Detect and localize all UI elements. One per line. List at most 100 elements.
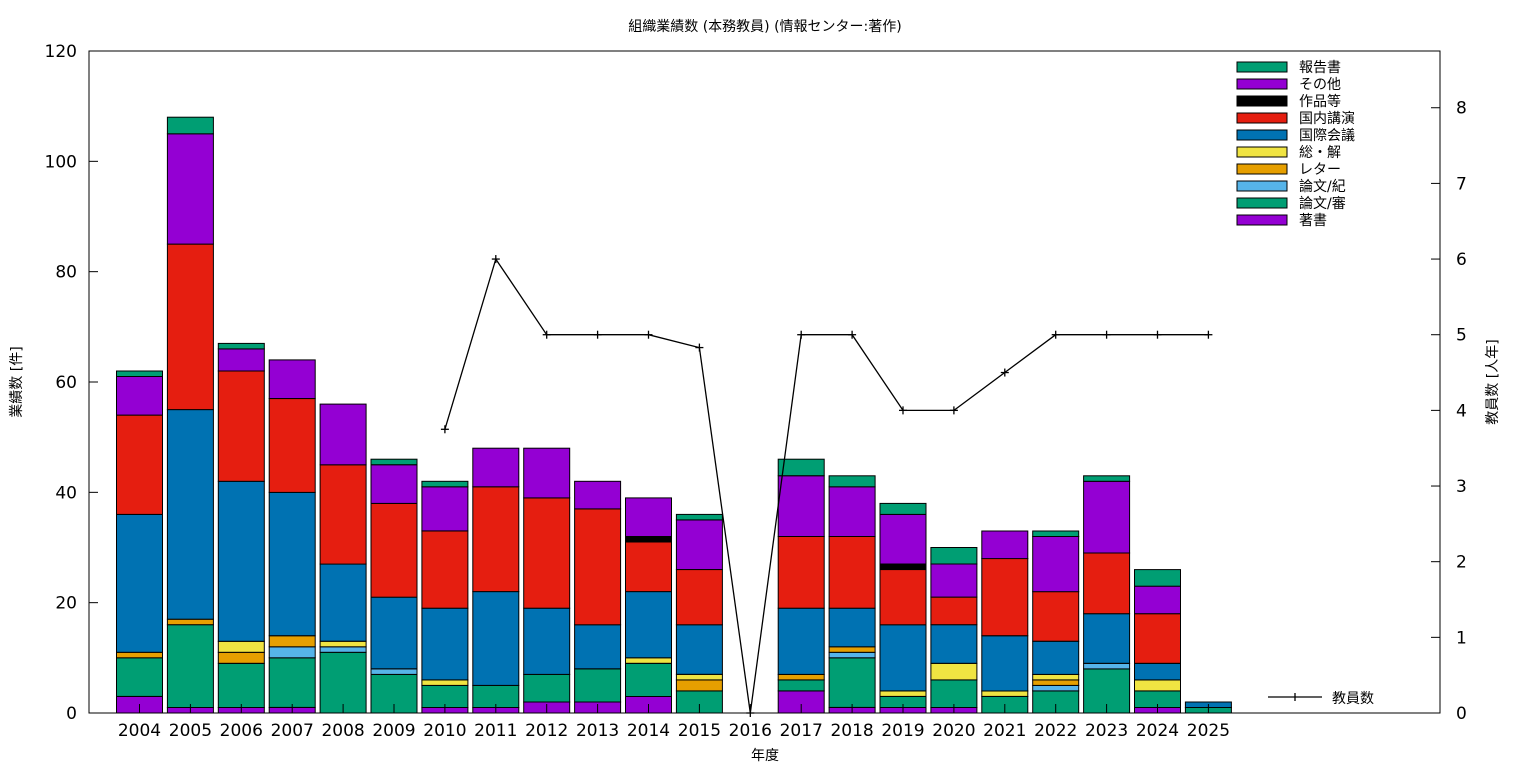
x-tick-label: 2012 bbox=[525, 721, 568, 741]
bar-segment bbox=[1032, 530, 1080, 537]
line-point bbox=[1051, 330, 1060, 339]
bar-segment bbox=[421, 486, 469, 532]
line-point bbox=[1102, 330, 1111, 339]
bar-segment bbox=[370, 596, 418, 670]
bar-segment bbox=[879, 502, 927, 515]
legend-label: 著書 bbox=[1299, 213, 1327, 229]
bar-segment bbox=[319, 403, 367, 466]
x-tick-label: 2014 bbox=[627, 721, 670, 741]
y2-tick-label: 1 bbox=[1456, 628, 1467, 648]
bar-segment bbox=[217, 651, 265, 664]
legend-item: 論文/紀 bbox=[1236, 179, 1346, 195]
legend-item: 国内講演 bbox=[1236, 111, 1355, 127]
x-tick-label: 2015 bbox=[678, 721, 721, 741]
bar-segment bbox=[828, 646, 876, 653]
bar-segment bbox=[879, 690, 927, 697]
bar-segment bbox=[777, 458, 825, 477]
bar-segment bbox=[574, 508, 622, 626]
y-tick-label: 60 bbox=[55, 373, 77, 393]
bar-segment bbox=[1134, 585, 1181, 615]
bar-segment bbox=[268, 646, 316, 659]
bar-segment bbox=[472, 447, 520, 488]
bar-segment bbox=[1083, 475, 1131, 482]
bar-segment bbox=[879, 513, 927, 565]
legend-swatch bbox=[1236, 95, 1288, 107]
bar-segment bbox=[217, 480, 265, 642]
line-point bbox=[695, 343, 704, 352]
bar-segment bbox=[981, 530, 1029, 560]
bar-segment bbox=[625, 541, 672, 593]
bar-segment bbox=[421, 530, 469, 609]
bar-segment bbox=[217, 348, 265, 372]
bar-segment bbox=[930, 596, 978, 626]
bar-segment bbox=[116, 370, 163, 377]
bar-segment bbox=[166, 133, 214, 245]
legend-swatch bbox=[1236, 180, 1288, 192]
line-point bbox=[440, 425, 449, 434]
bar-segment bbox=[421, 607, 469, 681]
x-tick-label: 2010 bbox=[423, 721, 466, 741]
bar-segment bbox=[930, 662, 978, 681]
bar-segment bbox=[828, 607, 876, 648]
legend-label: 国内講演 bbox=[1299, 111, 1355, 127]
bar-segment bbox=[217, 370, 265, 482]
legend-swatch bbox=[1236, 129, 1288, 141]
bar-segment bbox=[319, 464, 367, 565]
bar-segment bbox=[777, 475, 825, 537]
bar-segment bbox=[625, 497, 672, 537]
bar-segment bbox=[217, 342, 265, 350]
bar-segment bbox=[625, 662, 672, 698]
x-tick-label: 2017 bbox=[780, 721, 823, 741]
bar-segment bbox=[879, 563, 927, 570]
bar-segment bbox=[116, 414, 163, 515]
bar-segment bbox=[625, 657, 672, 664]
bar-segment bbox=[370, 668, 418, 675]
legend-label: その他 bbox=[1299, 77, 1341, 93]
y2-tick-label: 2 bbox=[1456, 553, 1467, 573]
bar-segment bbox=[1032, 679, 1080, 686]
bar-segment bbox=[166, 624, 214, 709]
legend-item: 総・解 bbox=[1236, 145, 1341, 161]
legend-item: 著書 bbox=[1236, 213, 1327, 229]
bar-segment bbox=[523, 607, 571, 675]
x-tick-label: 2013 bbox=[576, 721, 619, 741]
bar-segment bbox=[1032, 591, 1080, 642]
bar-segment bbox=[166, 409, 214, 620]
bar-segment bbox=[930, 547, 978, 565]
x-tick-label: 2018 bbox=[830, 721, 873, 741]
legend-item: レター bbox=[1236, 162, 1341, 178]
bar-segment bbox=[930, 563, 978, 598]
y2-tick-label: 6 bbox=[1456, 250, 1467, 270]
legend-item: 国際会議 bbox=[1236, 127, 1355, 144]
bar-segment bbox=[1032, 536, 1080, 593]
bar-segment bbox=[116, 513, 163, 653]
bar-segment bbox=[268, 359, 316, 399]
x-tick-label: 2005 bbox=[169, 721, 212, 741]
bar-segment bbox=[116, 657, 163, 697]
x-tick-label: 2006 bbox=[220, 721, 263, 741]
y-axis-label: 業績数 [件] bbox=[9, 346, 25, 417]
bar-segment bbox=[675, 624, 723, 675]
legend-label: 教員数 bbox=[1332, 691, 1374, 707]
bar-segment bbox=[981, 558, 1029, 637]
bar-segment bbox=[116, 651, 163, 659]
bar-segment bbox=[777, 673, 825, 681]
bar-segment bbox=[675, 673, 723, 681]
bar-segment bbox=[472, 591, 520, 686]
bar-segment bbox=[675, 513, 723, 521]
bar-segment bbox=[421, 480, 469, 488]
legend-swatch bbox=[1236, 78, 1288, 90]
y2-tick-label: 0 bbox=[1456, 704, 1467, 724]
line-layer bbox=[440, 255, 1213, 717]
bar-segment bbox=[1032, 684, 1080, 692]
legend-swatch bbox=[1236, 112, 1288, 124]
bar-segment bbox=[574, 624, 622, 670]
x-tick-label: 2023 bbox=[1085, 721, 1128, 741]
bar-segment bbox=[1083, 480, 1131, 554]
bar-segment bbox=[1083, 662, 1131, 670]
bar-segment bbox=[777, 607, 825, 675]
y2-tick-label: 7 bbox=[1456, 174, 1467, 194]
bar-segment bbox=[625, 536, 672, 543]
